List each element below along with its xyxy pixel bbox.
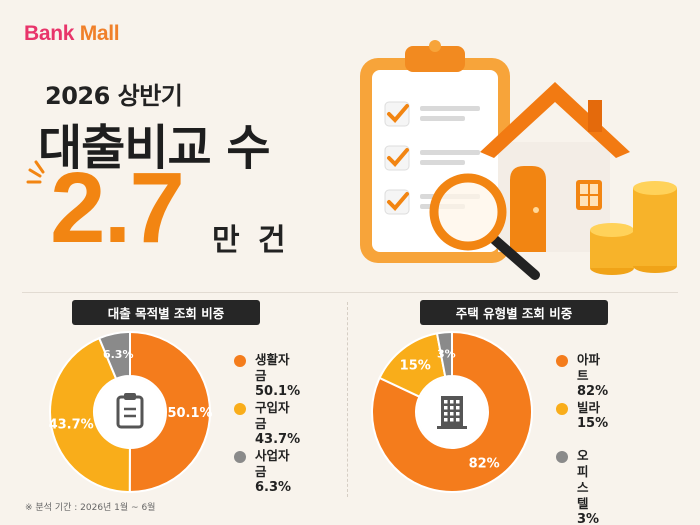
chart2-data-label-2: 15% — [400, 359, 431, 374]
brand-logo-part2: Mall — [74, 22, 120, 45]
horizontal-divider — [22, 292, 678, 293]
chart2-donut: 82% 15% 3% — [371, 330, 533, 493]
chart2-legend-item-2: 빌라 15% — [556, 400, 608, 432]
chart1-data-label-3: 6.3% — [103, 348, 134, 361]
legend-dot — [234, 355, 246, 367]
chart1-title: 대출 목적별 조회 비중 — [72, 300, 260, 325]
legend-label: 사업자금 — [255, 448, 290, 479]
legend-dot — [556, 403, 568, 415]
headline-unit: 만 건 — [212, 223, 290, 258]
legend-label: 구입자금 — [255, 400, 290, 431]
checklist-item-1 — [384, 101, 480, 127]
legend-dot — [234, 451, 246, 463]
chart1-legend-item-1: 생활자금 50.1% — [234, 352, 300, 400]
coins-illustration — [590, 181, 677, 275]
sparkle-icon — [26, 160, 45, 184]
chart1-data-label-2: 43.7% — [49, 418, 94, 433]
footnote: ※ 분석 기간 : 2026년 1월 ~ 6월 — [25, 503, 156, 513]
chart2-legend-item-3: 오피스텔 3% — [556, 448, 599, 525]
brand-logo-part1: Bank — [24, 22, 75, 45]
chart1-legend-item-2: 구입자금 43.7% — [234, 400, 300, 448]
chart2-data-label-3: 3% — [437, 347, 456, 360]
legend-label: 오피스텔 — [577, 448, 589, 511]
checklist-item-2 — [384, 145, 480, 171]
vertical-divider — [347, 302, 348, 497]
chart1-slice-3 — [97, 330, 131, 381]
chart1-data-label-1: 50.1% — [167, 406, 212, 421]
legend-dot — [234, 403, 246, 415]
legend-value: 50.1% — [255, 384, 301, 399]
chart2-data-label-1: 82% — [469, 457, 500, 472]
legend-label: 빌라 — [577, 400, 601, 415]
legend-label: 아파트 — [577, 352, 601, 383]
chart1-center — [95, 377, 165, 447]
legend-value: 3% — [577, 512, 600, 525]
chart1-donut: 50.1% 43.7% 6.3% — [49, 330, 213, 494]
headline-value: 2.7 — [50, 152, 185, 264]
chart1-slice-1 — [128, 330, 211, 494]
house-illustration — [480, 82, 630, 252]
chart2-slice-1 — [371, 330, 533, 493]
magnifier-illustration — [429, 173, 540, 280]
chart2-legend-item-1: 아파트 82% — [556, 352, 608, 400]
clipboard-icon — [116, 393, 144, 429]
chart1-legend-item-3: 사업자금 6.3% — [234, 448, 291, 496]
legend-label: 생활자금 — [255, 352, 290, 383]
legend-dot — [556, 451, 568, 463]
legend-value: 15% — [577, 416, 609, 431]
brand-logo: Bank Mall — [24, 22, 120, 46]
legend-value: 6.3% — [255, 480, 292, 495]
chart2-slice-3 — [435, 330, 453, 378]
headline-subtitle: 2026 상반기 — [45, 82, 183, 110]
legend-dot — [556, 355, 568, 367]
chart1-slice-2 — [49, 336, 131, 494]
chart2-title: 주택 유형별 조회 비중 — [420, 300, 608, 325]
legend-value: 43.7% — [255, 432, 301, 447]
legend-value: 82% — [577, 384, 609, 399]
headline-title: 대출비교 수 — [38, 120, 271, 176]
building-icon — [437, 396, 467, 429]
hero-illustration — [360, 40, 677, 280]
